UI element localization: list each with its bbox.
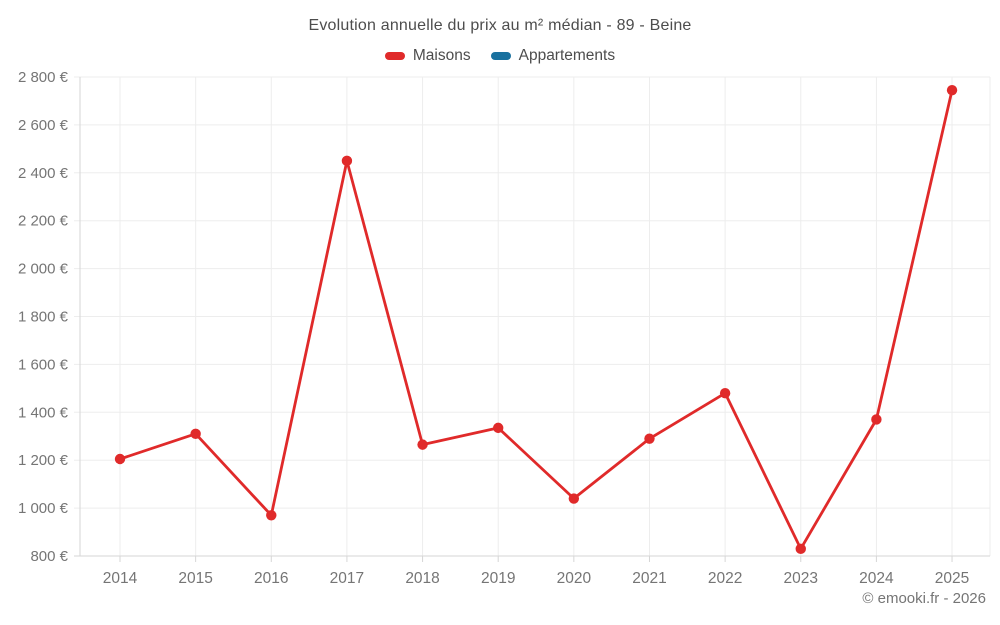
- maisons-data-point-2018[interactable]: [417, 439, 428, 450]
- y-axis-tick-label: 2 200 €: [18, 213, 69, 230]
- maisons-data-point-2022[interactable]: [719, 387, 731, 399]
- footer-credit: © emooki.fr - 2026: [862, 590, 986, 607]
- maisons-data-point-2021[interactable]: [644, 433, 655, 444]
- maisons-data-point-2016[interactable]: [266, 510, 277, 521]
- x-axis-tick-label: 2025: [935, 570, 969, 587]
- y-axis-tick-label: 1 000 €: [18, 500, 69, 517]
- maisons-data-point-2014[interactable]: [114, 453, 126, 465]
- y-axis-tick-label: 2 800 €: [18, 69, 69, 86]
- x-axis-tick-label: 2021: [632, 570, 666, 587]
- x-axis-tick-label: 2016: [254, 570, 288, 587]
- y-axis-tick-label: 1 800 €: [18, 309, 69, 326]
- x-axis-tick-label: 2017: [330, 570, 364, 587]
- x-axis-tick-label: 2019: [481, 570, 515, 587]
- x-axis-tick-label: 2018: [405, 570, 439, 587]
- x-axis-tick-label: 2015: [178, 570, 212, 587]
- maisons-data-point-2017[interactable]: [341, 155, 353, 167]
- x-axis-tick-label: 2014: [103, 570, 138, 587]
- maisons-data-point-2023[interactable]: [795, 543, 806, 555]
- y-axis-tick-label: 800 €: [30, 548, 68, 565]
- y-axis-tick-label: 1 200 €: [18, 452, 69, 469]
- legend-item-maisons[interactable]: Maisons: [384, 47, 471, 65]
- y-axis-tick-label: 1 600 €: [18, 356, 69, 373]
- x-axis-tick-label: 2020: [557, 570, 592, 587]
- maisons-legend-swatch-icon: [384, 52, 405, 60]
- chart-title: Evolution annuelle du prix au m² médian …: [308, 17, 692, 34]
- x-axis-tick-label: 2023: [784, 570, 818, 587]
- maisons-line-series: [118, 88, 954, 551]
- y-axis-tick-label: 1 400 €: [18, 404, 69, 421]
- y-axis-tick-label: 2 400 €: [18, 165, 69, 182]
- maisons-data-point-2015[interactable]: [190, 428, 201, 440]
- x-axis-tick-label: 2022: [708, 570, 742, 587]
- y-axis-tick-label: 2 600 €: [18, 117, 69, 134]
- maisons-data-point-2024[interactable]: [871, 414, 882, 425]
- chart-legend: Maisons Appartements: [0, 47, 1000, 65]
- y-axis-tick-label: 2 000 €: [18, 261, 69, 278]
- maisons-data-point-2025[interactable]: [946, 84, 958, 96]
- appartements-legend-swatch-icon: [490, 52, 511, 60]
- maisons-data-point-2020[interactable]: [568, 493, 580, 504]
- x-axis-tick-label: 2024: [859, 570, 894, 587]
- appartements-legend-label: Appartements: [518, 47, 616, 64]
- maisons-data-point-2019[interactable]: [493, 422, 504, 434]
- maisons-legend-label: Maisons: [412, 47, 471, 64]
- legend-item-appartements[interactable]: Appartements: [490, 47, 616, 65]
